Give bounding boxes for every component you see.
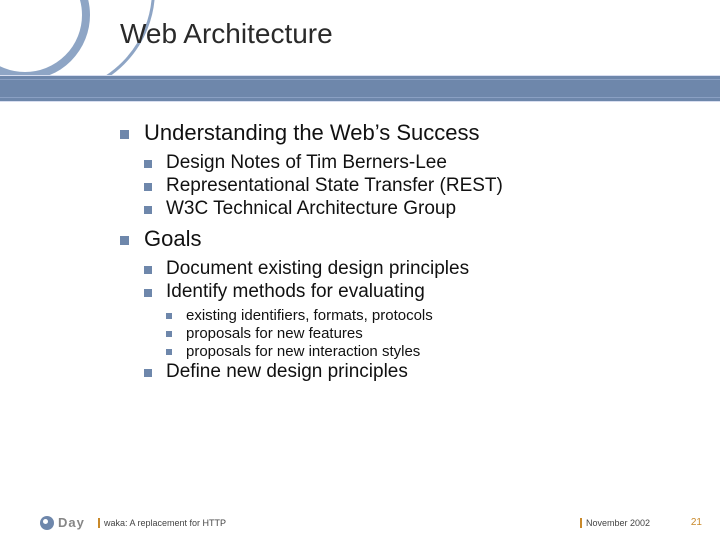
list-item: W3C Technical Architecture Group (144, 198, 680, 220)
bullet-list-level2: Design Notes of Tim Berners-Lee Represen… (144, 152, 680, 220)
logo: Day (40, 515, 85, 530)
footer-page-number: 21 (691, 517, 702, 528)
logo-icon (40, 516, 54, 530)
slide: Web Architecture Understanding the Web’s… (0, 0, 720, 540)
bullet-text: Define new design principles (166, 361, 408, 382)
band-line-bottom (0, 97, 720, 98)
separator-band (0, 75, 720, 102)
bullet-text: proposals for new interaction styles (186, 343, 420, 360)
bullet-text: Identify methods for evaluating (166, 281, 425, 302)
bullet-list-level1: Understanding the Web’s Success Design N… (120, 120, 680, 383)
content-area: Understanding the Web’s Success Design N… (120, 120, 680, 389)
bullet-text: Document existing design principles (166, 258, 469, 279)
list-item: Document existing design principles (144, 258, 680, 280)
bullet-list-level3: existing identifiers, formats, protocols… (166, 307, 680, 360)
logo-text: Day (58, 515, 85, 530)
title-area: Web Architecture (120, 18, 333, 50)
bullet-text: Representational State Transfer (REST) (166, 175, 503, 196)
footer-date: November 2002 (580, 518, 650, 528)
bullet-text: existing identifiers, formats, protocols (186, 307, 433, 324)
list-item: Understanding the Web’s Success Design N… (120, 120, 680, 220)
bullet-text: Design Notes of Tim Berners-Lee (166, 152, 447, 173)
list-item: proposals for new interaction styles (166, 343, 680, 360)
list-item: Define new design principles (144, 361, 680, 383)
bullet-list-level2: Document existing design principles Iden… (144, 258, 680, 383)
slide-title: Web Architecture (120, 18, 333, 50)
list-item: Design Notes of Tim Berners-Lee (144, 152, 680, 174)
bullet-text: Understanding the Web’s Success (144, 120, 480, 145)
list-item: existing identifiers, formats, protocols (166, 307, 680, 324)
list-item: Representational State Transfer (REST) (144, 175, 680, 197)
bullet-text: proposals for new features (186, 325, 363, 342)
footer: Day waka: A replacement for HTTP Novembe… (0, 510, 720, 530)
list-item: proposals for new features (166, 325, 680, 342)
list-item: Identify methods for evaluating existing… (144, 281, 680, 360)
list-item: Goals Document existing design principle… (120, 226, 680, 383)
bullet-text: W3C Technical Architecture Group (166, 198, 456, 219)
footer-talk-title: waka: A replacement for HTTP (98, 518, 226, 528)
band-line-top (0, 79, 720, 80)
bullet-text: Goals (144, 226, 201, 251)
